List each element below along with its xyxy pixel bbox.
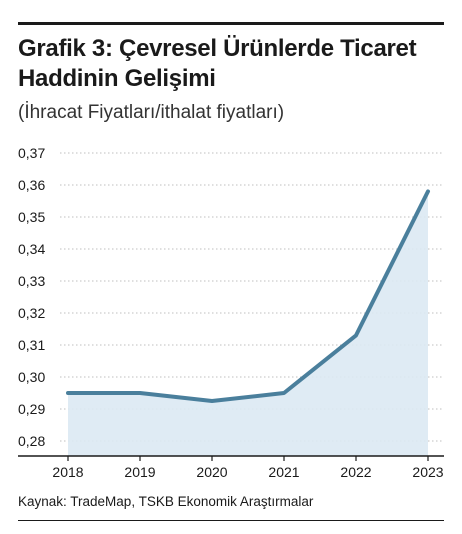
top-rule — [18, 22, 444, 25]
x-tick-label: 2018 — [52, 464, 83, 480]
y-tick-label: 0,29 — [18, 401, 45, 417]
chart-subtitle: (İhracat Fiyatları/ithalat fiyatları) — [18, 102, 285, 123]
x-tick-label: 2021 — [268, 464, 299, 480]
y-tick-label: 0,36 — [18, 177, 45, 193]
y-tick-label: 0,35 — [18, 209, 45, 225]
y-tick-label: 0,37 — [18, 145, 45, 161]
x-tick-label: 2019 — [124, 464, 155, 480]
y-tick-label: 0,30 — [18, 369, 45, 385]
bottom-rule — [18, 520, 444, 521]
area-fill — [68, 191, 428, 456]
x-axis-ticks: 2018 2019 2020 2021 2022 2023 — [52, 456, 444, 480]
x-tick-label: 2022 — [340, 464, 371, 480]
y-tick-label: 0,28 — [18, 433, 45, 449]
y-tick-label: 0,33 — [18, 273, 45, 289]
y-tick-label: 0,32 — [18, 305, 45, 321]
series-line — [66, 189, 430, 403]
chart-title: Grafik 3: Çevresel Ürünlerde Ticaret Had… — [18, 35, 417, 92]
x-tick-label: 2023 — [412, 464, 443, 480]
y-tick-label: 0,34 — [18, 241, 45, 257]
y-axis-ticks: 0,28 0,29 0,30 0,31 0,32 0,33 0,34 0,35 0,36 0,37 — [18, 145, 45, 449]
source-note: Kaynak: TradeMap, TSKB Ekonomik Araştırm… — [18, 494, 314, 509]
y-tick-label: 0,31 — [18, 337, 45, 353]
x-tick-label: 2020 — [196, 464, 227, 480]
area-chart: 0,28 0,29 0,30 0,31 0,32 0,33 0,34 0,35 0,36 0,37… — [18, 145, 444, 480]
